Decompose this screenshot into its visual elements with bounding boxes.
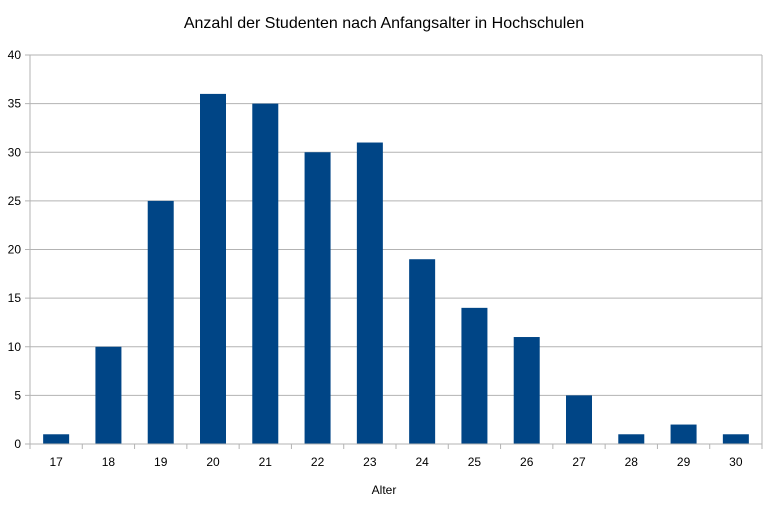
x-tick-label: 27 — [572, 455, 586, 469]
bar-30 — [722, 434, 749, 444]
bar-21 — [252, 103, 279, 444]
bar-18 — [95, 346, 122, 444]
y-tick-label: 0 — [14, 437, 21, 451]
x-tick-label: 21 — [259, 455, 273, 469]
bar-27 — [566, 395, 592, 444]
x-tick-label: 17 — [49, 455, 63, 469]
bar-28 — [618, 434, 645, 444]
y-tick-label: 40 — [8, 48, 22, 62]
x-tick-label: 20 — [206, 455, 220, 469]
bar-25 — [461, 307, 488, 444]
x-tick-label: 19 — [154, 455, 168, 469]
bar-26 — [513, 337, 540, 444]
x-tick-label: 28 — [625, 455, 639, 469]
y-axis: 0 5 10 15 20 25 30 35 40 — [8, 48, 763, 451]
bar-29 — [670, 424, 697, 444]
x-tick-label: 26 — [520, 455, 534, 469]
x-tick-label: 24 — [415, 455, 429, 469]
y-tick-label: 35 — [8, 97, 22, 111]
y-tick-label: 15 — [8, 291, 22, 305]
x-tick-label: 29 — [677, 455, 691, 469]
x-tick-label: 18 — [102, 455, 116, 469]
bars — [43, 93, 749, 445]
bar-23 — [356, 142, 383, 444]
bar-17 — [43, 434, 70, 444]
y-tick-label: 20 — [8, 243, 22, 257]
bar-20 — [200, 93, 226, 445]
bar-22 — [304, 152, 331, 444]
bar-19 — [147, 200, 174, 444]
x-axis: 17 18 19 20 21 22 23 24 25 26 27 28 29 30 — [29, 443, 762, 469]
bar-24 — [409, 259, 436, 444]
chart-title: Anzahl der Studenten nach Anfangsalter i… — [184, 15, 584, 32]
x-tick-label: 30 — [729, 455, 743, 469]
gridlines — [25, 54, 762, 445]
y-tick-label: 25 — [8, 194, 22, 208]
y-tick-label: 10 — [8, 340, 22, 354]
x-tick-label: 25 — [468, 455, 482, 469]
x-tick-label: 22 — [311, 455, 325, 469]
x-tick-label: 23 — [363, 455, 377, 469]
y-tick-label: 5 — [14, 388, 21, 402]
y-tick-label: 30 — [8, 145, 22, 159]
x-axis-label: Alter — [372, 483, 397, 497]
